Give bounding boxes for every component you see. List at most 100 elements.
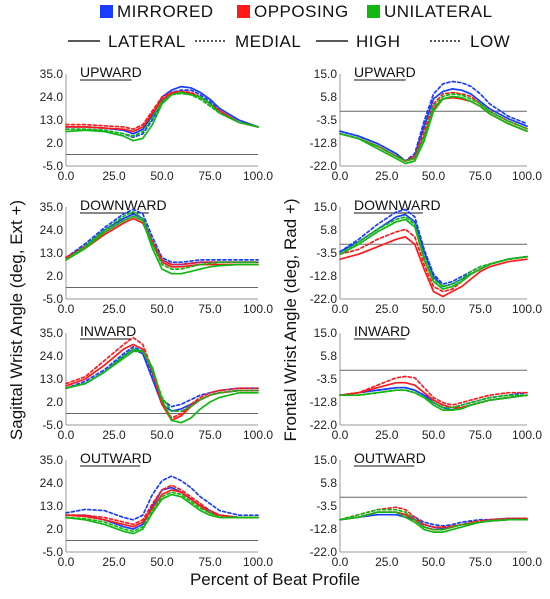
legend-label-unilateral: UNILATERAL xyxy=(384,2,493,21)
x-tick-label: 25.0 xyxy=(102,169,126,183)
y-tick-label: 13.0 xyxy=(40,499,64,513)
series-line-unilateral-solid xyxy=(65,215,259,275)
legend-label-lateral: LATERAL xyxy=(108,32,186,51)
series-line-mirrored-dotted xyxy=(339,208,528,285)
y-tick-label: 35.0 xyxy=(40,453,64,467)
panel-title: OUTWARD xyxy=(80,450,152,466)
x-tick-label: 100.0 xyxy=(512,555,542,569)
y-tick-label: 5.8 xyxy=(320,476,337,490)
x-tick-label: 0.0 xyxy=(332,302,349,316)
panel-upward-frontal: 15.0 5.8 -3.5 -12.8 -22.00.0 25.0 50.0 75.0 100.… xyxy=(310,64,543,183)
panel-title: UPWARD xyxy=(80,64,142,80)
x-tick-label: 50.0 xyxy=(422,169,446,183)
x-tick-label: 0.0 xyxy=(332,428,349,442)
y-tick-label: -22.0 xyxy=(310,159,338,173)
x-tick-label: 0.0 xyxy=(332,169,349,183)
y-tick-label: 24.0 xyxy=(40,90,64,104)
x-tick-label: 50.0 xyxy=(150,302,174,316)
x-tick-label: 100.0 xyxy=(512,428,542,442)
x-tick-label: 75.0 xyxy=(198,428,222,442)
series-line-unilateral-solid xyxy=(65,493,259,535)
x-tick-label: 50.0 xyxy=(422,555,446,569)
series-line-opposing-solid xyxy=(339,381,528,409)
panel-title: UPWARD xyxy=(354,64,416,80)
x-axis-title: Percent of Beat Profile xyxy=(190,570,360,589)
x-tick-label: 100.0 xyxy=(243,555,273,569)
series-line-mirrored-dotted xyxy=(339,80,528,162)
series-line-unilateral-solid xyxy=(65,350,259,424)
series-line-unilateral-dotted xyxy=(339,93,528,162)
y-tick-label: -3.5 xyxy=(316,499,337,513)
y-tick-label: 5.8 xyxy=(320,90,337,104)
y-tick-label: 15.0 xyxy=(314,326,338,340)
series-line-opposing-solid xyxy=(339,235,528,298)
series-line-unilateral-dotted xyxy=(339,508,528,531)
y-axis-title-left: Sagittal Wrist Angle (deg, Ext +) xyxy=(7,200,26,440)
series-line-opposing-dotted xyxy=(339,91,528,162)
x-tick-label: 75.0 xyxy=(469,302,493,316)
series-line-opposing-solid xyxy=(65,217,259,268)
x-tick-label: 75.0 xyxy=(198,302,222,316)
y-tick-label: -12.8 xyxy=(310,395,338,409)
y-tick-label: 15.0 xyxy=(314,200,338,214)
y-tick-label: -3.5 xyxy=(316,246,337,260)
y-tick-label: 2.0 xyxy=(46,269,63,283)
y-tick-label: 15.0 xyxy=(314,67,338,81)
x-tick-label: 100.0 xyxy=(512,302,542,316)
y-tick-label: -12.8 xyxy=(310,269,338,283)
series-line-unilateral-solid xyxy=(339,511,528,533)
y-tick-label: 13.0 xyxy=(40,372,64,386)
x-tick-label: 50.0 xyxy=(150,555,174,569)
series-line-unilateral-solid xyxy=(65,91,259,142)
series-line-opposing-dotted xyxy=(65,90,259,131)
y-tick-label: -12.8 xyxy=(310,522,338,536)
y-tick-label: -5.0 xyxy=(42,418,63,432)
legend-label-mirrored: MIRRORED xyxy=(117,2,214,21)
series-line-opposing-dotted xyxy=(339,506,528,528)
y-tick-label: -3.5 xyxy=(316,113,337,127)
legend: MIRRORED OPPOSING UNILATERAL LATERAL MEDIAL H… xyxy=(68,2,510,51)
x-tick-label: 75.0 xyxy=(198,169,222,183)
y-tick-label: 24.0 xyxy=(40,349,64,363)
x-tick-label: 25.0 xyxy=(375,302,399,316)
series-line-unilateral-dotted xyxy=(65,92,259,137)
panel-outward-sagittal: 35.0 24.0 13.0 2.0 -5.00.0 25.0 50.0 75.0 100.0 O… xyxy=(40,450,274,569)
legend-swatch-opposing xyxy=(237,5,250,18)
series-line-mirrored-dotted xyxy=(65,475,259,521)
x-tick-label: 50.0 xyxy=(422,428,446,442)
y-tick-label: 35.0 xyxy=(40,326,64,340)
y-tick-label: -5.0 xyxy=(42,545,63,559)
x-tick-label: 50.0 xyxy=(150,428,174,442)
x-tick-label: 0.0 xyxy=(332,555,349,569)
series-line-unilateral-dotted xyxy=(65,210,259,270)
x-tick-label: 100.0 xyxy=(512,169,542,183)
panel-downward-frontal: 15.0 5.8 -3.5 -12.8 -22.00.0 25.0 50.0 75.0 100.… xyxy=(310,197,543,316)
series-line-unilateral-dotted xyxy=(339,216,528,288)
x-tick-label: 25.0 xyxy=(375,555,399,569)
panel-title: DOWNWARD xyxy=(354,197,441,213)
y-tick-label: -22.0 xyxy=(310,292,338,306)
panel-outward-frontal: 15.0 5.8 -3.5 -12.8 -22.00.0 25.0 50.0 75.0 100.… xyxy=(310,450,543,569)
panel-upward-sagittal: 35.0 24.0 13.0 2.0 -5.00.0 25.0 50.0 75.0 100.0 U… xyxy=(40,64,274,183)
y-tick-label: -5.0 xyxy=(42,159,63,173)
legend-label-medial: MEDIAL xyxy=(235,32,301,51)
series-line-unilateral-dotted xyxy=(339,389,528,409)
x-tick-label: 75.0 xyxy=(469,428,493,442)
x-tick-label: 25.0 xyxy=(375,428,399,442)
x-tick-label: 75.0 xyxy=(469,169,493,183)
series-line-unilateral-dotted xyxy=(65,348,259,413)
x-tick-label: 25.0 xyxy=(102,555,126,569)
x-tick-label: 25.0 xyxy=(375,169,399,183)
panel-title: OUTWARD xyxy=(354,450,426,466)
y-tick-label: 2.0 xyxy=(46,395,63,409)
x-tick-label: 25.0 xyxy=(102,428,126,442)
panel-title: INWARD xyxy=(80,323,136,339)
y-tick-label: 2.0 xyxy=(46,522,63,536)
legend-label-opposing: OPPOSING xyxy=(254,2,349,21)
y-tick-label: -12.8 xyxy=(310,136,338,150)
y-tick-label: 2.0 xyxy=(46,136,63,150)
x-tick-label: 25.0 xyxy=(102,302,126,316)
panel-downward-sagittal: 35.0 24.0 13.0 2.0 -5.00.0 25.0 50.0 75.0 100.0 D… xyxy=(40,197,274,316)
y-tick-label: 24.0 xyxy=(40,223,64,237)
